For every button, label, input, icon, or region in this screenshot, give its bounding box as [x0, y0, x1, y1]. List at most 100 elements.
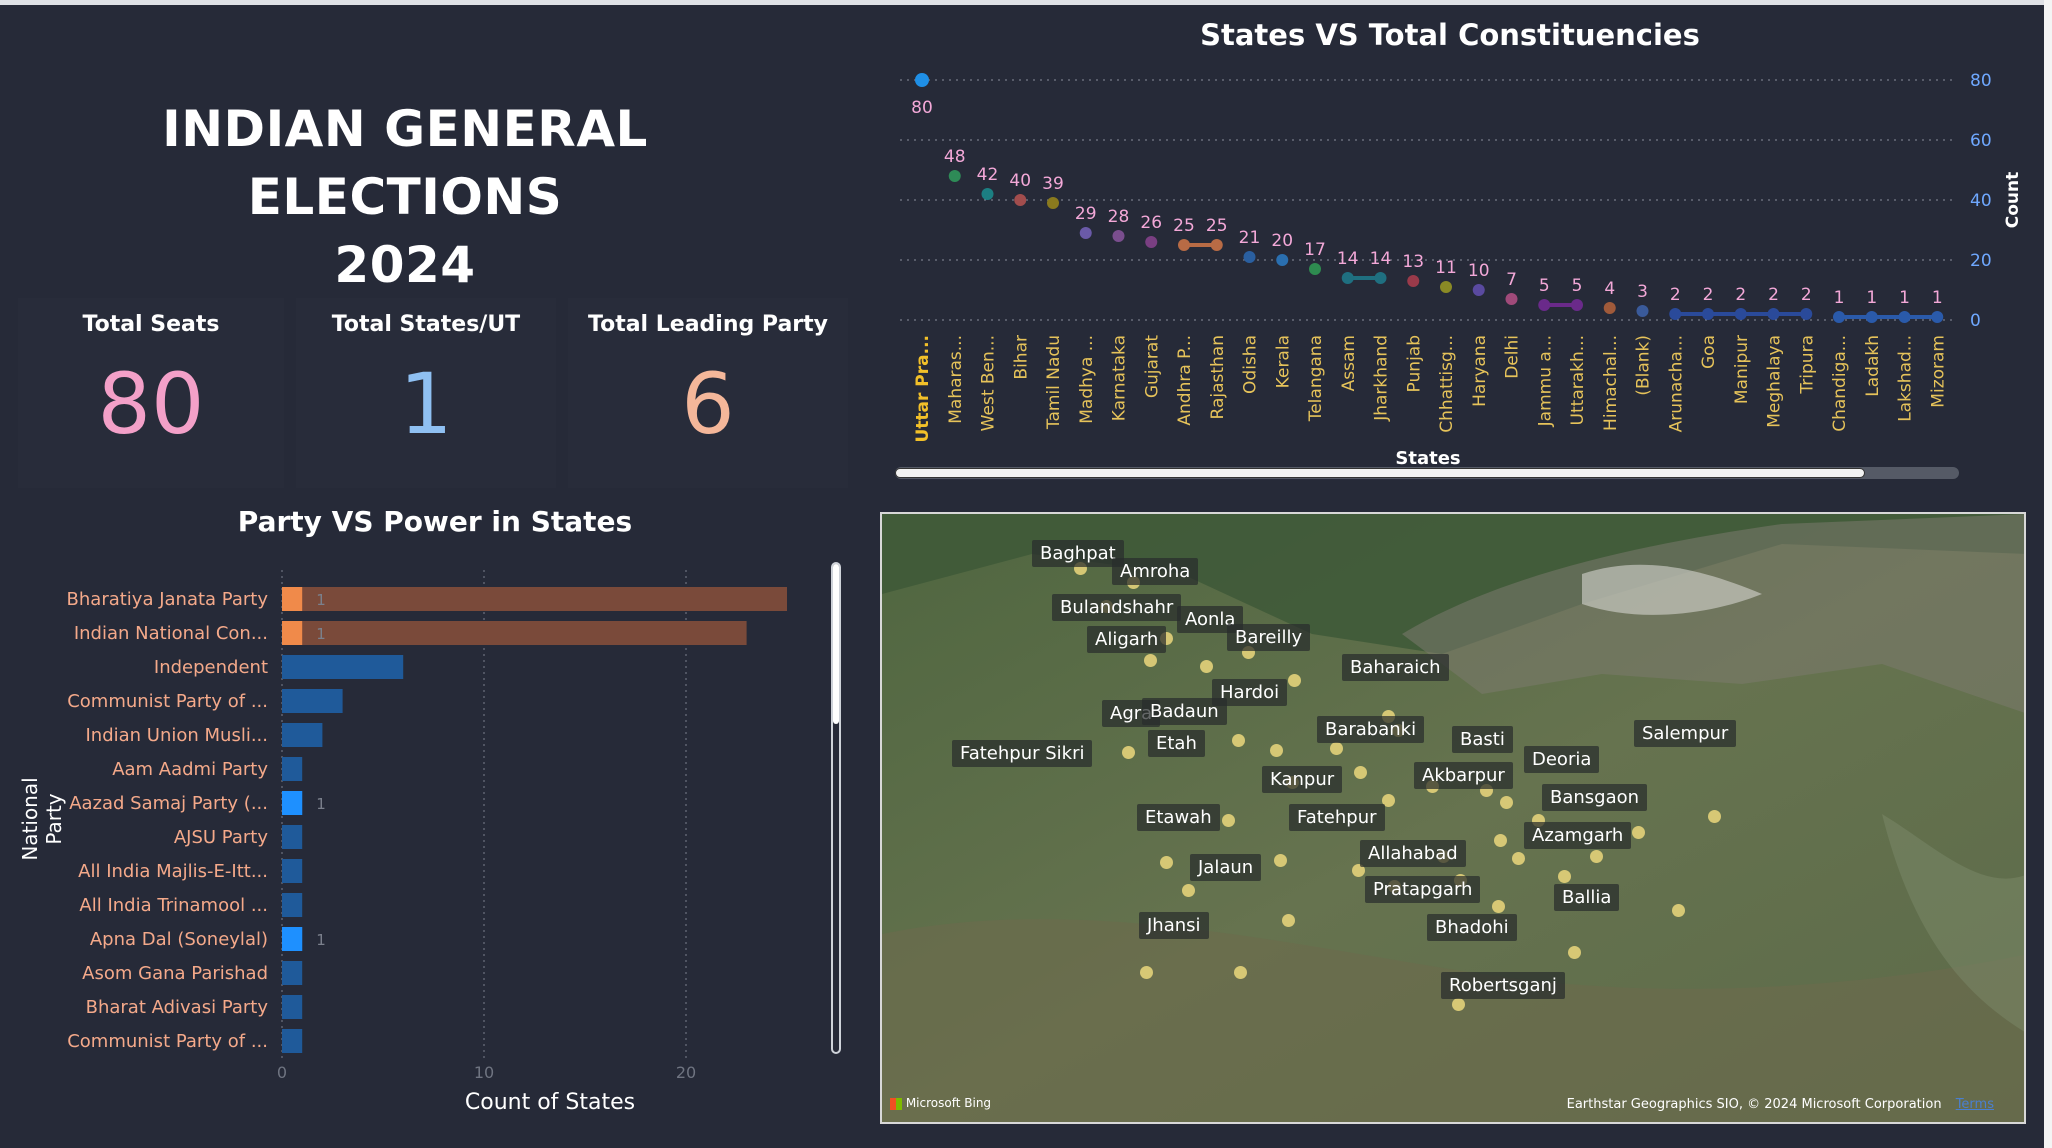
- party-chart-scrollbar[interactable]: [831, 562, 841, 1054]
- state-point: [1538, 299, 1551, 311]
- state-point: [1898, 311, 1911, 323]
- party-bar: [282, 859, 303, 883]
- card-total-states[interactable]: Total States/UT 1: [296, 298, 556, 488]
- map-location-dot[interactable]: [1232, 734, 1245, 747]
- state-data-label: 20: [1271, 231, 1293, 251]
- state-point: [1505, 293, 1518, 305]
- state-tick-label: Bihar: [1011, 335, 1031, 380]
- state-data-label: 28: [1108, 207, 1130, 227]
- state-point: [1931, 311, 1944, 323]
- state-data-label: 5: [1572, 276, 1583, 296]
- state-tick-label: Manipur: [1732, 335, 1752, 404]
- state-point: [1210, 239, 1223, 251]
- party-bar: [282, 757, 303, 781]
- state-data-label: 7: [1506, 270, 1517, 290]
- state-point: [915, 73, 929, 87]
- party-bar-highlight: [282, 791, 303, 815]
- map-location-dot[interactable]: [1234, 966, 1247, 979]
- map-location-dot[interactable]: [1568, 946, 1581, 959]
- map-visual[interactable]: Baghpat Amroha Bulandshahr Aonla Aligarh Bare…: [880, 512, 2026, 1124]
- party-chart: 0 10 20 Bharatiya Janata Party 1 Indian Natio…: [67, 570, 787, 1082]
- party-label: AJSU Party: [174, 827, 268, 848]
- state-point: [1702, 308, 1714, 320]
- map-location-dot[interactable]: [1288, 674, 1301, 687]
- states-chart-scrollbar[interactable]: [895, 467, 1959, 479]
- x-tick-label: 20: [676, 1063, 696, 1082]
- party-bar-highlight: [282, 587, 303, 611]
- state-tick-label: Karnataka: [1110, 335, 1130, 421]
- state-data-label: 26: [1140, 213, 1162, 233]
- state-tick-label: Chandiga...: [1830, 335, 1850, 432]
- scrollbar-thumb[interactable]: [833, 564, 839, 724]
- map-place-label: Bhadohi: [1427, 914, 1517, 941]
- map-place-label: Etawah: [1137, 804, 1220, 831]
- party-bar: [282, 587, 787, 611]
- map-location-dot[interactable]: [1500, 796, 1513, 809]
- state-tick-label: Ladakh: [1863, 335, 1883, 397]
- state-point: [1472, 284, 1485, 296]
- party-label: Indian National Con...: [74, 623, 268, 644]
- scrollbar-thumb[interactable]: [895, 468, 1865, 478]
- card-label: Total Leading Party: [588, 312, 828, 337]
- map-location-dot[interactable]: [1632, 826, 1645, 839]
- party-label: Indian Union Musli...: [85, 725, 268, 746]
- party-label: Communist Party of ...: [67, 691, 268, 712]
- party-label: Aam Aadmi Party: [112, 759, 268, 780]
- map-location-dot[interactable]: [1160, 856, 1173, 869]
- map-location-dot[interactable]: [1672, 904, 1685, 917]
- party-chart-title: Party VS Power in States: [237, 505, 633, 538]
- map-location-dot[interactable]: [1352, 864, 1365, 877]
- state-tick-label: Odisha: [1241, 335, 1261, 394]
- map-location-dot[interactable]: [1222, 814, 1235, 827]
- map-location-dot[interactable]: [1452, 998, 1465, 1011]
- state-data-label: 5: [1539, 276, 1550, 296]
- map-location-dot[interactable]: [1330, 742, 1343, 755]
- state-tick-label: Gujarat: [1142, 335, 1162, 398]
- state-tick-label: Uttar Pra...: [913, 335, 933, 443]
- card-total-leading-party[interactable]: Total Leading Party 6: [568, 298, 848, 488]
- state-tick-label: Meghalaya: [1765, 335, 1785, 428]
- party-label: Independent: [154, 657, 268, 678]
- terms-link[interactable]: Terms: [1955, 1097, 1994, 1112]
- map-location-dot[interactable]: [1144, 654, 1157, 667]
- map-location-dot[interactable]: [1512, 852, 1525, 865]
- party-bar: [282, 961, 303, 985]
- state-data-label: 21: [1239, 228, 1261, 248]
- party-bar-highlight: [282, 927, 303, 951]
- state-data-label: 17: [1304, 240, 1326, 260]
- map-location-dot[interactable]: [1122, 746, 1135, 759]
- card-total-seats[interactable]: Total Seats 80: [18, 298, 284, 488]
- state-tick-label: Kerala: [1273, 335, 1293, 388]
- map-location-dot[interactable]: [1382, 794, 1395, 807]
- state-tick-label: Maharas...: [946, 335, 966, 424]
- map-place-label: Pratapgarh: [1365, 876, 1481, 903]
- y-tick-label: 60: [1970, 131, 1992, 151]
- state-tick-label: Tripura: [1797, 335, 1817, 395]
- map-place-label: Ballia: [1554, 884, 1620, 911]
- title-line-2: 2024: [334, 236, 476, 294]
- map-location-dot[interactable]: [1274, 854, 1287, 867]
- map-location-dot[interactable]: [1590, 850, 1603, 863]
- state-tick-label: Punjab: [1404, 335, 1424, 392]
- map-location-dot[interactable]: [1270, 744, 1283, 757]
- party-chart-xlabel: Count of States: [464, 1090, 636, 1115]
- map-location-dot[interactable]: [1708, 810, 1721, 823]
- map-location-dot[interactable]: [1140, 966, 1153, 979]
- state-tick-label: Rajasthan: [1208, 335, 1228, 420]
- map-location-dot[interactable]: [1182, 884, 1195, 897]
- bing-attribution: Microsoft Bing: [890, 1096, 991, 1110]
- map-location-dot[interactable]: [1354, 766, 1367, 779]
- map-location-dot[interactable]: [1282, 914, 1295, 927]
- state-point: [1243, 251, 1256, 263]
- bar-data-label: 1: [316, 591, 326, 609]
- map-location-dot[interactable]: [1558, 870, 1571, 883]
- state-point: [1341, 272, 1354, 284]
- map-place-label: Akbarpur: [1414, 762, 1513, 789]
- state-point: [1833, 311, 1845, 323]
- state-data-label: 14: [1370, 249, 1392, 269]
- top-strip: [0, 0, 2052, 5]
- map-location-dot[interactable]: [1494, 834, 1507, 847]
- map-location-dot[interactable]: [1492, 900, 1505, 913]
- map-location-dot[interactable]: [1200, 660, 1213, 673]
- state-tick-label: Uttarakh...: [1568, 335, 1588, 425]
